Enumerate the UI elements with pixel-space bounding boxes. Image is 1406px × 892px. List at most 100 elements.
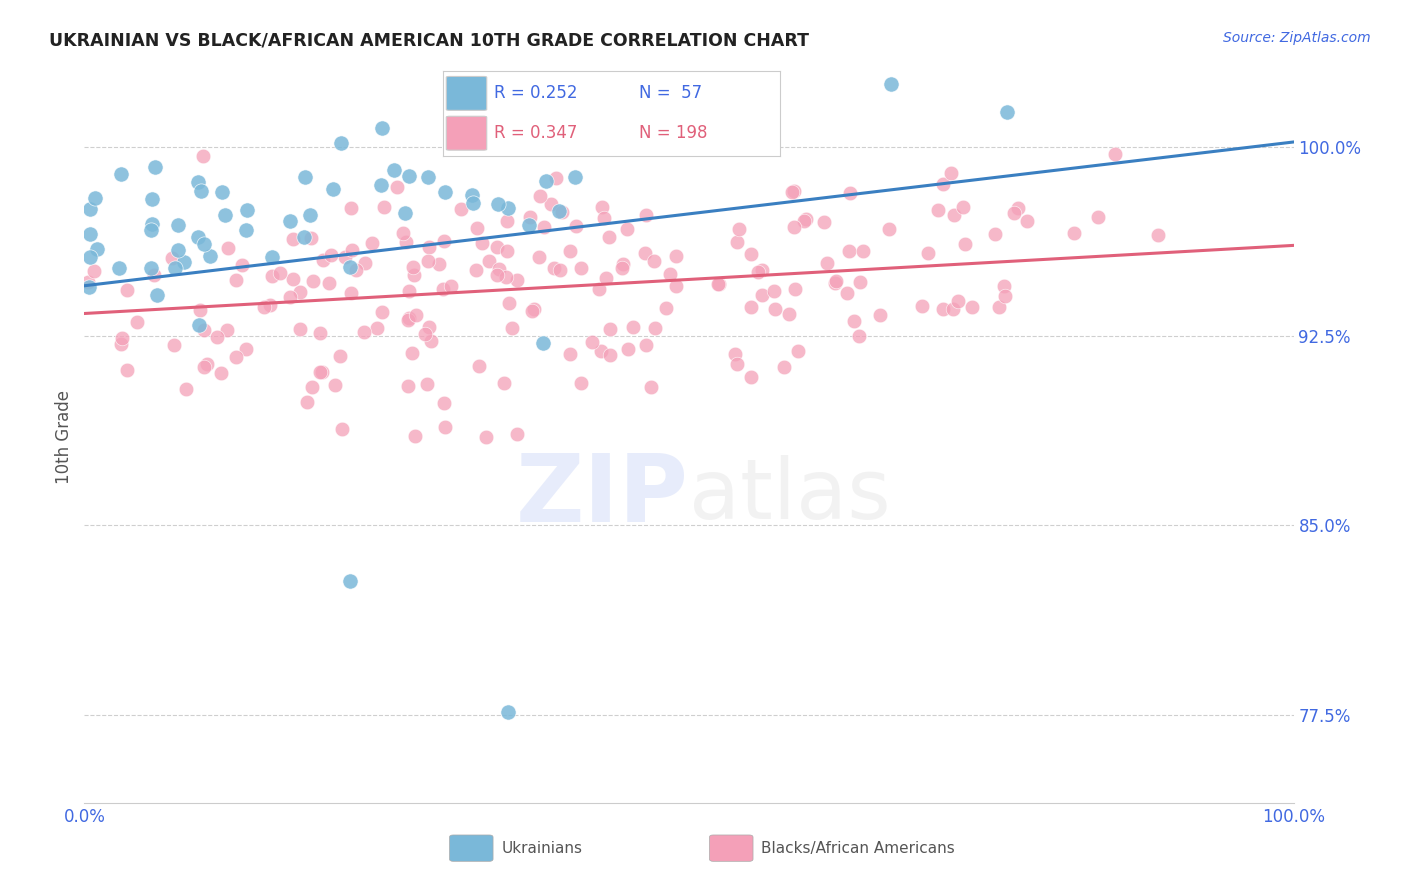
Point [398, 169, 420, 183]
Point [342, 243, 364, 257]
Point [993, 288, 1015, 302]
Point [780, 185, 803, 199]
Point [174, 382, 197, 396]
Y-axis label: 10th Grade: 10th Grade [55, 390, 73, 484]
Point [464, 262, 486, 277]
Point [433, 396, 456, 410]
Point [783, 184, 806, 198]
Point [405, 308, 427, 322]
Point [621, 319, 644, 334]
Point [879, 222, 901, 236]
Point [1104, 146, 1126, 161]
Point [495, 270, 517, 285]
Point [984, 227, 1007, 241]
Point [439, 278, 461, 293]
Text: atlas: atlas [689, 455, 890, 536]
Point [193, 237, 215, 252]
Point [520, 304, 543, 318]
Point [344, 263, 367, 277]
Point [387, 180, 409, 194]
Point [294, 169, 316, 184]
Point [396, 379, 419, 393]
Point [463, 195, 485, 210]
Point [728, 222, 751, 236]
Text: N =  57: N = 57 [638, 85, 702, 103]
Point [110, 167, 132, 181]
Point [427, 257, 450, 271]
Point [398, 284, 420, 298]
Point [533, 220, 555, 235]
Point [835, 286, 858, 301]
Point [141, 192, 163, 206]
Point [498, 201, 520, 215]
Point [911, 299, 934, 313]
Point [415, 327, 437, 342]
Point [527, 250, 550, 264]
Point [655, 301, 678, 315]
Point [960, 300, 983, 314]
Point [824, 276, 846, 290]
Point [536, 174, 558, 188]
Point [993, 279, 1015, 293]
Point [927, 203, 949, 218]
Point [288, 322, 311, 336]
Point [339, 201, 361, 215]
Point [139, 261, 162, 276]
Point [115, 283, 138, 297]
Point [110, 336, 132, 351]
FancyBboxPatch shape [446, 77, 486, 111]
Point [79, 202, 101, 217]
Point [340, 285, 363, 300]
Point [193, 360, 215, 375]
Point [323, 378, 346, 392]
Point [468, 359, 491, 373]
Point [195, 357, 218, 371]
Point [1087, 210, 1109, 224]
Point [591, 200, 613, 214]
Point [163, 260, 186, 275]
Point [536, 122, 558, 136]
Point [382, 162, 405, 177]
Point [434, 420, 457, 434]
Point [214, 208, 236, 222]
Point [1007, 202, 1029, 216]
Point [402, 260, 425, 274]
Point [292, 229, 315, 244]
Point [76, 275, 98, 289]
Point [360, 235, 382, 250]
Point [269, 266, 291, 280]
Point [404, 429, 426, 443]
Point [616, 222, 638, 236]
Point [495, 214, 517, 228]
Point [988, 300, 1011, 314]
Point [783, 282, 806, 296]
Point [433, 234, 456, 248]
Point [725, 357, 748, 371]
Point [433, 185, 456, 199]
Point [523, 301, 546, 316]
Point [107, 261, 129, 276]
Point [283, 271, 305, 285]
Point [529, 189, 551, 203]
Point [193, 148, 215, 162]
Point [591, 344, 613, 359]
Point [318, 276, 340, 290]
Point [299, 231, 322, 245]
Point [953, 236, 976, 251]
Point [333, 250, 356, 264]
Point [299, 209, 322, 223]
Point [560, 347, 582, 361]
Point [416, 377, 439, 392]
Point [540, 197, 562, 211]
Point [932, 301, 955, 316]
Point [740, 247, 762, 261]
Point [505, 427, 527, 442]
Point [83, 264, 105, 278]
Point [815, 256, 838, 270]
Point [505, 273, 527, 287]
Point [371, 305, 394, 319]
Point [395, 235, 418, 249]
Point [917, 246, 939, 260]
Point [610, 260, 633, 275]
Point [636, 208, 658, 222]
